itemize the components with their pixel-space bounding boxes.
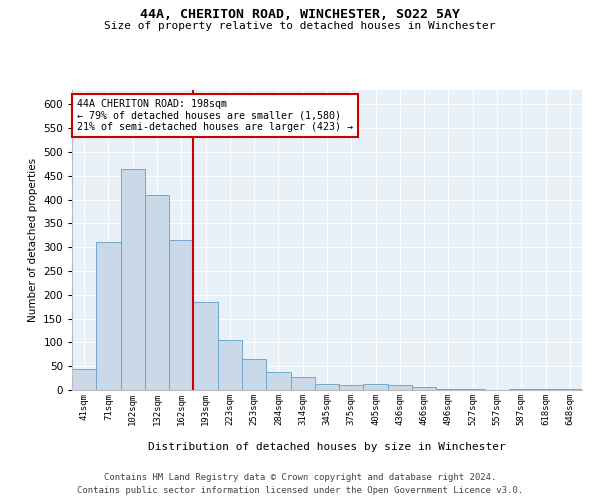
Bar bbox=[461, 388, 485, 390]
Text: Distribution of detached houses by size in Winchester: Distribution of detached houses by size … bbox=[148, 442, 506, 452]
Bar bbox=[169, 240, 193, 390]
Bar bbox=[339, 385, 364, 390]
Bar bbox=[218, 340, 242, 390]
Bar bbox=[412, 387, 436, 390]
Bar bbox=[436, 388, 461, 390]
Bar bbox=[145, 195, 169, 390]
Text: Contains HM Land Registry data © Crown copyright and database right 2024.: Contains HM Land Registry data © Crown c… bbox=[104, 472, 496, 482]
Y-axis label: Number of detached properties: Number of detached properties bbox=[28, 158, 38, 322]
Bar bbox=[193, 302, 218, 390]
Bar bbox=[315, 384, 339, 390]
Bar bbox=[290, 376, 315, 390]
Bar bbox=[533, 388, 558, 390]
Text: Contains public sector information licensed under the Open Government Licence v3: Contains public sector information licen… bbox=[77, 486, 523, 495]
Bar bbox=[558, 388, 582, 390]
Text: 44A, CHERITON ROAD, WINCHESTER, SO22 5AY: 44A, CHERITON ROAD, WINCHESTER, SO22 5AY bbox=[140, 8, 460, 20]
Text: 44A CHERITON ROAD: 198sqm
← 79% of detached houses are smaller (1,580)
21% of se: 44A CHERITON ROAD: 198sqm ← 79% of detac… bbox=[77, 99, 353, 132]
Bar bbox=[509, 388, 533, 390]
Bar bbox=[266, 372, 290, 390]
Bar bbox=[242, 359, 266, 390]
Bar bbox=[388, 385, 412, 390]
Bar bbox=[121, 168, 145, 390]
Text: Size of property relative to detached houses in Winchester: Size of property relative to detached ho… bbox=[104, 21, 496, 31]
Bar bbox=[364, 384, 388, 390]
Bar bbox=[96, 242, 121, 390]
Bar bbox=[72, 368, 96, 390]
